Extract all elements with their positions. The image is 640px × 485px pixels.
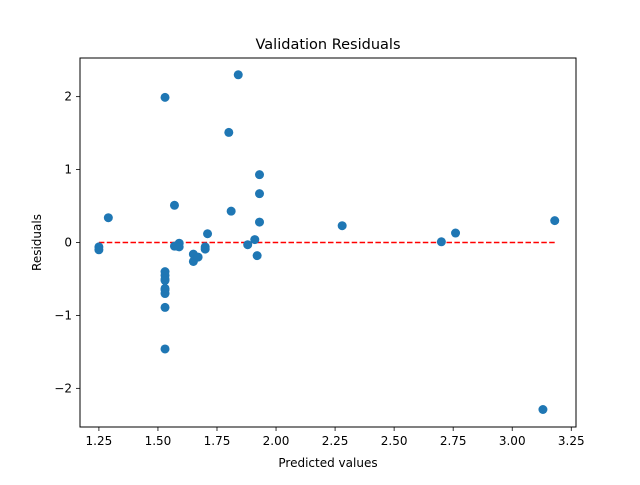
- x-tick-label: 1.25: [86, 434, 113, 448]
- y-axis: −2 −1 0 1 2: [54, 90, 80, 395]
- data-point: [224, 127, 234, 137]
- data-point: [160, 302, 170, 312]
- x-tick-label: 3.00: [499, 434, 526, 448]
- y-axis-label: Residuals: [30, 214, 44, 271]
- x-tick-label: 1.75: [204, 434, 231, 448]
- data-point: [203, 229, 213, 239]
- x-tick-label: 1.50: [145, 434, 172, 448]
- data-point: [193, 252, 203, 262]
- data-point: [160, 289, 170, 299]
- data-point: [160, 92, 170, 102]
- data-point: [160, 344, 170, 354]
- data-point: [94, 245, 104, 255]
- y-tick-label: 1: [64, 163, 72, 177]
- data-point: [250, 235, 260, 245]
- data-point: [233, 70, 243, 80]
- x-tick-label: 2.00: [263, 434, 290, 448]
- data-point: [436, 237, 446, 247]
- data-point: [226, 206, 236, 216]
- data-point: [174, 242, 184, 252]
- data-points: [94, 70, 560, 414]
- y-tick-label: 0: [64, 236, 72, 250]
- data-point: [550, 216, 560, 226]
- data-point: [252, 251, 262, 261]
- data-point: [103, 213, 113, 223]
- data-point: [538, 404, 548, 414]
- data-point: [169, 200, 179, 210]
- y-tick-label: 2: [64, 90, 72, 104]
- data-point: [451, 228, 461, 238]
- x-tick-label: 2.25: [322, 434, 349, 448]
- data-point: [200, 244, 210, 254]
- data-point: [255, 217, 265, 227]
- x-axis: 1.25 1.50 1.75 2.00 2.25 2.50 2.75 3.00 3.25: [86, 427, 585, 448]
- data-point: [160, 275, 170, 285]
- x-tick-label: 2.75: [440, 434, 467, 448]
- plot-area: [79, 57, 577, 428]
- y-tick-label: −1: [54, 308, 72, 322]
- data-point: [243, 240, 253, 250]
- x-tick-label: 2.50: [381, 434, 408, 448]
- y-tick-label: −2: [54, 381, 72, 395]
- x-tick-label: 3.25: [558, 434, 585, 448]
- data-point: [255, 170, 265, 180]
- data-point: [337, 221, 347, 231]
- data-point: [255, 189, 265, 199]
- x-axis-label: Predicted values: [278, 456, 377, 470]
- chart-title: Validation Residuals: [256, 37, 401, 53]
